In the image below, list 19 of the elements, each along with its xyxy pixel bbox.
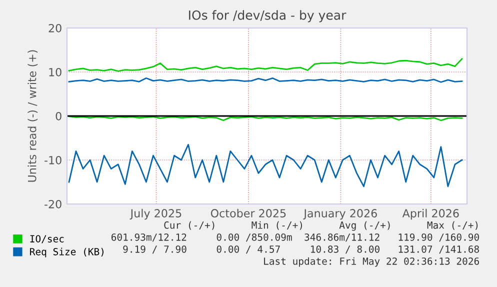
y-tick-label: 0 — [56, 112, 62, 120]
y-tick-label: -10 — [44, 156, 62, 164]
x-tick-label: April 2026 — [402, 208, 459, 220]
y-axis-title: Units read (-) / write (+) — [28, 50, 38, 182]
y-tick-label: 20 — [48, 24, 62, 32]
text: 601.93m/12.12 0.00 /850.09m 346.86m/11.12 119.90 /160.90 — [111, 233, 479, 242]
y-tick-label: 10 — [49, 68, 62, 76]
x-tick-label: October 2025 — [210, 208, 286, 218]
legend-label: Req Size (KB) — [30, 248, 104, 258]
line-series — [68, 58, 463, 72]
x-tick-label: January 2026 — [303, 209, 377, 220]
line-series — [68, 144, 463, 188]
y-tick-label: -20 — [44, 200, 62, 208]
text: Last update: Fri May 22 02:36:13 2026 — [264, 257, 479, 267]
text: 9.19 / 7.90 0.00 / 4.57 10.83 / 8.00 131.07 /141.68 — [123, 245, 479, 254]
legend-label: IO/sec — [30, 235, 64, 244]
x-tick-label: July 2025 — [130, 208, 182, 220]
chart-title: IOs for /dev/sda - by year — [189, 10, 346, 22]
text: Cur (-/+) Min (-/+) Avg (-/+) Max (-/+) — [164, 221, 478, 231]
